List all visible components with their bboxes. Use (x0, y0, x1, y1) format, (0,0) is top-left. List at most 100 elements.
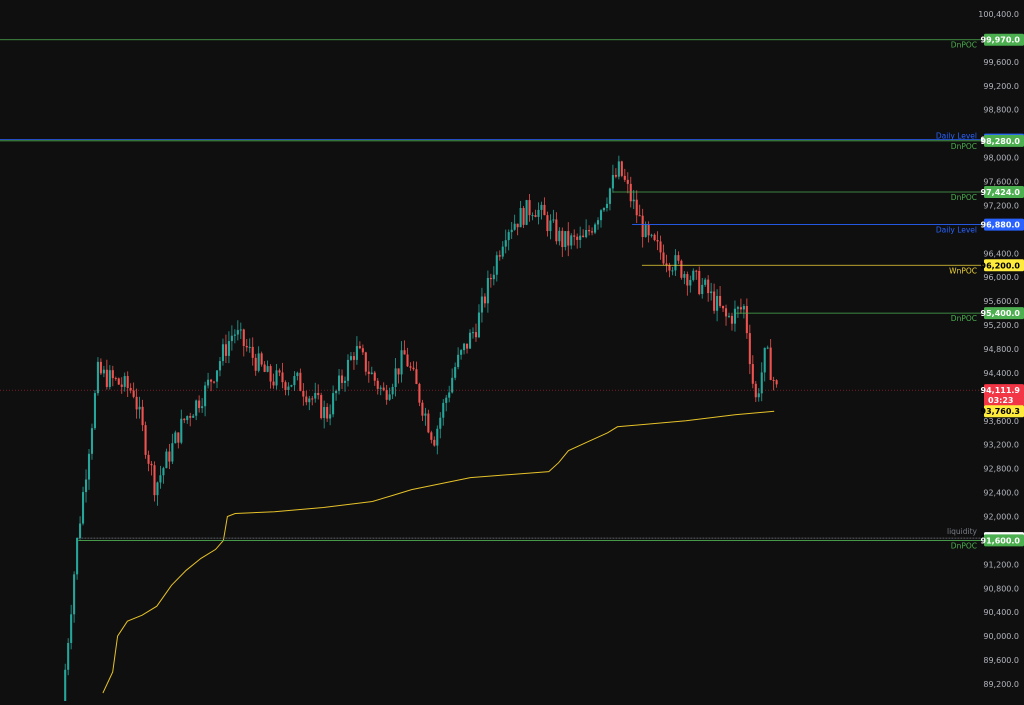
candle (338, 368, 341, 395)
candle (537, 202, 540, 225)
price-axis[interactable]: 100,400.0 99,600.0 99,200.0 98,800.0 98,000.… (978, 10, 1019, 689)
candle (534, 209, 537, 218)
candle-body (320, 395, 323, 419)
candle (367, 361, 370, 383)
candle (635, 190, 638, 224)
candle-body (561, 230, 564, 248)
price-tick-label: 97,200.0 (983, 201, 1019, 210)
price-tick-label: 93,200.0 (983, 441, 1019, 450)
price-tag: 95,400.0 (981, 307, 1024, 320)
candle (742, 304, 745, 319)
candle (656, 231, 659, 251)
candle-body (742, 306, 745, 310)
candle-body (599, 210, 603, 221)
candle-body (114, 378, 117, 380)
candle (64, 663, 67, 704)
candle (471, 327, 475, 339)
candle-body (546, 215, 549, 232)
candle-body (629, 183, 632, 202)
candle-body (346, 359, 350, 381)
candle (602, 207, 606, 213)
candle (516, 223, 519, 236)
candle-body (501, 246, 504, 257)
candle (552, 209, 555, 223)
candle (692, 268, 695, 282)
candle (468, 329, 472, 349)
candle-body (653, 234, 656, 240)
candle (659, 235, 662, 260)
candle-body (379, 387, 382, 389)
candle (186, 415, 189, 424)
candle (543, 197, 546, 216)
candle-body (457, 354, 460, 368)
candle (355, 336, 358, 365)
candle (677, 251, 680, 264)
candle (409, 362, 412, 371)
level-label: Daily Level (936, 226, 977, 235)
candle-body (79, 523, 82, 539)
candle-body (412, 367, 415, 370)
candle-body (668, 265, 671, 271)
candle-body (73, 574, 76, 615)
candle-body (623, 175, 626, 180)
candle-body (391, 387, 394, 395)
candle (614, 168, 617, 179)
candle (605, 197, 608, 212)
candle (736, 305, 739, 318)
candle (302, 383, 305, 406)
candle (558, 227, 561, 246)
candle (263, 361, 266, 373)
candle-body (549, 220, 552, 232)
candle (766, 345, 769, 350)
candle (132, 382, 135, 399)
price-tag-label: 91,600.0 (981, 536, 1021, 545)
candle (576, 233, 579, 249)
candle (144, 421, 147, 459)
candle-body (245, 345, 248, 348)
candle-body (588, 230, 591, 232)
candle-body (522, 208, 525, 225)
candle-body (772, 379, 775, 381)
candle-body (296, 372, 299, 377)
price-tag-box (984, 307, 1024, 320)
candle-body (186, 416, 189, 421)
candle-body (695, 270, 698, 272)
candle-body (87, 453, 91, 480)
price-tick-label: 92,400.0 (983, 489, 1019, 498)
candle (540, 201, 543, 220)
candle (242, 328, 245, 357)
price-tick-label: 91,200.0 (983, 560, 1019, 569)
candle-body (376, 380, 379, 389)
candle-body (257, 353, 260, 371)
candle (418, 382, 421, 407)
candle-body (519, 208, 522, 228)
candle (308, 395, 311, 411)
candle-body (528, 200, 531, 216)
level-label: DnPOC (951, 541, 977, 550)
level-label: liquidity (947, 527, 978, 536)
candle-body (724, 308, 728, 317)
candle-body (108, 370, 111, 387)
candle-body (335, 390, 338, 394)
candle-body (183, 418, 186, 421)
candle (528, 193, 531, 222)
candle (460, 349, 463, 360)
candle-body (218, 361, 222, 371)
candle-body (308, 398, 311, 403)
candle-body (82, 492, 85, 524)
candle (108, 365, 111, 390)
candle-body (757, 393, 760, 398)
candle-body (177, 432, 180, 443)
price-tick-label: 89,200.0 (983, 680, 1019, 689)
candle (492, 266, 495, 286)
candle-body (727, 315, 731, 317)
candle (105, 359, 108, 390)
candle-body (251, 346, 254, 358)
candle-body (531, 215, 534, 217)
candle-body (266, 366, 269, 372)
candle (275, 363, 278, 390)
candle (207, 372, 210, 389)
candle (201, 398, 204, 413)
